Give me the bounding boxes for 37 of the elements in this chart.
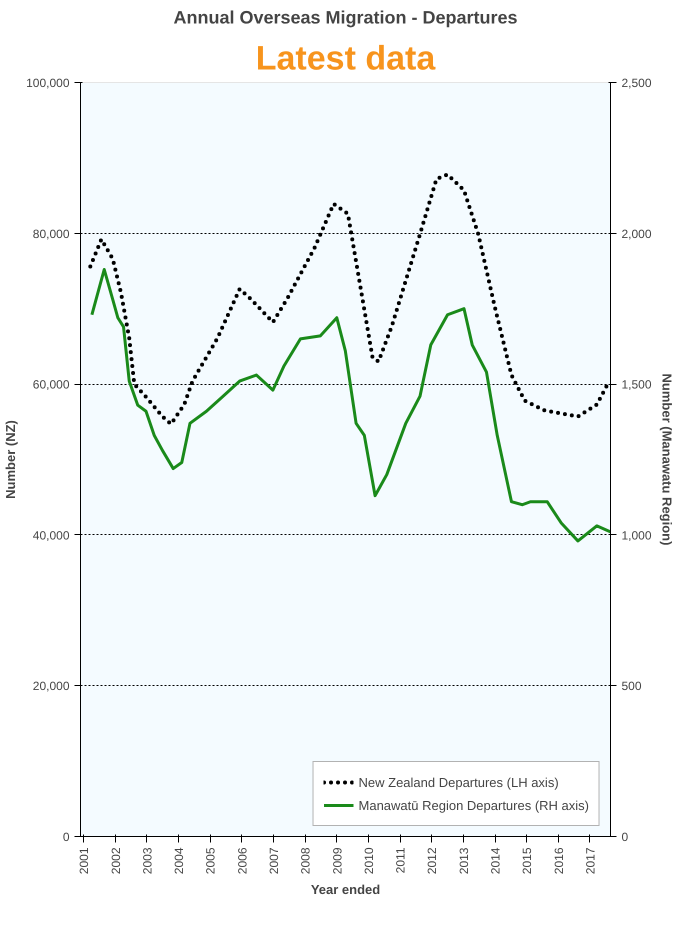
x-tick-label: 2004 xyxy=(172,847,186,874)
x-tick-label: 2009 xyxy=(330,847,344,874)
y2-tick-label: 0 xyxy=(622,830,628,844)
y-tick-label: 40,000 xyxy=(32,528,70,542)
x-tick-label: 2012 xyxy=(425,847,440,874)
chart-title: Annual Overseas Migration - Departures xyxy=(173,8,518,28)
line-series xyxy=(90,268,610,542)
x-tick-label: 2008 xyxy=(298,847,313,874)
legend-label: Manawatū Region Departures (RH axis) xyxy=(358,798,589,812)
text: Latest data xyxy=(256,40,436,78)
x-tick-label: 2011 xyxy=(394,847,408,874)
y-axis-title: Number (NZ) xyxy=(3,420,18,499)
y2-tick-label: 2,500 xyxy=(622,76,652,90)
y2-tick-label: 1,000 xyxy=(622,528,652,542)
x-tick-label: 2015 xyxy=(520,847,534,874)
x-tick-label: 2016 xyxy=(552,847,566,874)
x-axis-title: Year ended xyxy=(310,882,380,898)
y2-tick-label: 1,500 xyxy=(622,378,652,392)
x-tick-label: 2006 xyxy=(235,847,250,874)
x-tick-label: 2010 xyxy=(362,847,376,874)
x-tick-label: 2003 xyxy=(140,847,154,874)
x-tick-label: 2007 xyxy=(267,847,282,874)
x-tick-label: 2017 xyxy=(583,847,598,874)
legend-label: New Zealand Departures (LH axis) xyxy=(358,774,559,790)
x-tick-label: 2001 xyxy=(77,847,92,874)
y-tick-label: 100,000 xyxy=(26,76,70,90)
y2-tick-label: 500 xyxy=(622,679,642,694)
y-tick-label: 80,000 xyxy=(32,226,70,241)
y-tick-label: 20,000 xyxy=(32,679,70,694)
y2-axis-title: Number (Manawatu Region) xyxy=(660,374,675,546)
y2-tick-label: 2,000 xyxy=(622,226,652,241)
y-tick-label: 0 xyxy=(62,830,70,844)
x-tick-label: 2002 xyxy=(108,847,123,874)
x-tick-label: 2014 xyxy=(488,847,503,874)
x-tick-label: 2013 xyxy=(456,847,471,874)
y-tick-label: 60,000 xyxy=(32,378,70,392)
x-tick-label: 2005 xyxy=(204,847,218,874)
